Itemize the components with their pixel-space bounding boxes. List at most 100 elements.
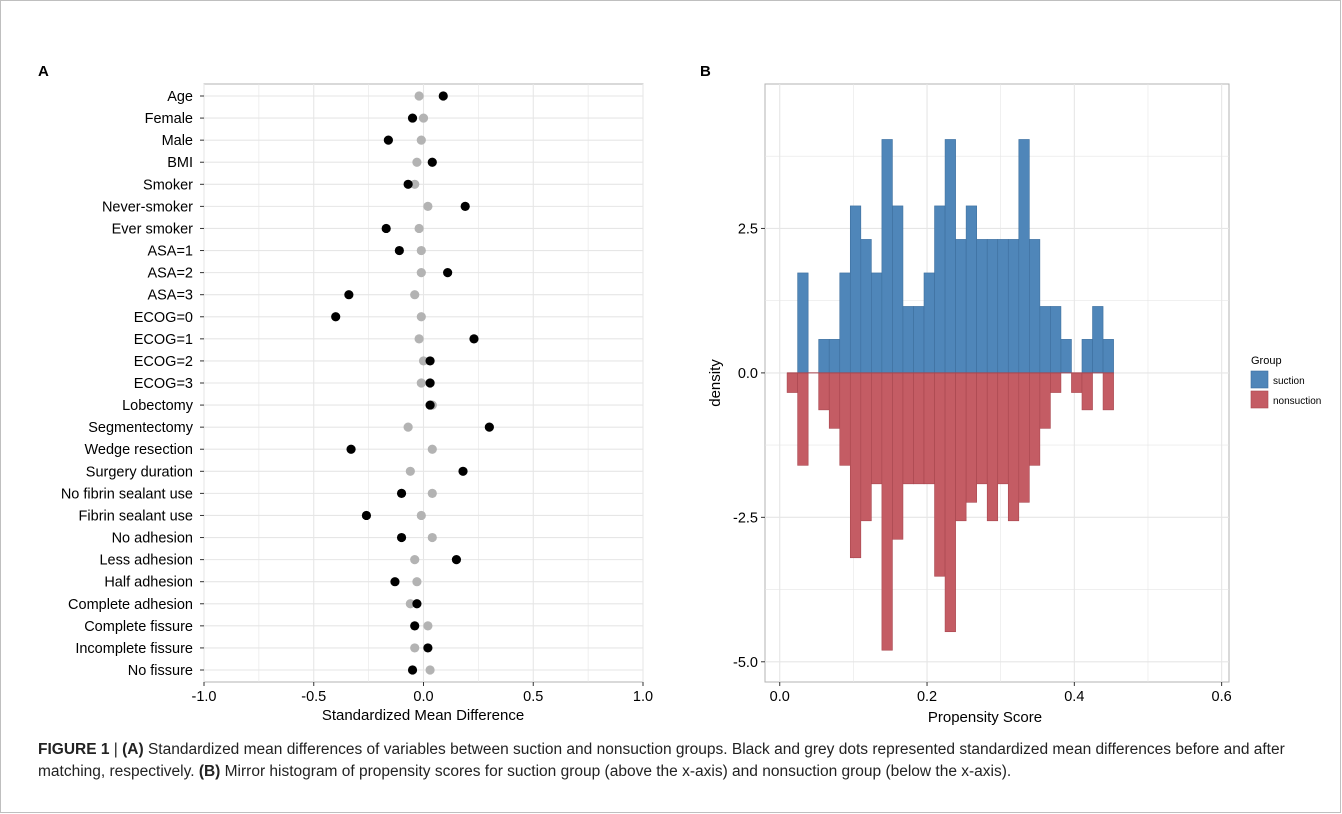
x-tick-label: 0.2: [917, 689, 937, 705]
point-before-matching: [344, 290, 354, 300]
y-tick-label: Smoker: [143, 177, 193, 193]
y-tick-label: No fibrin sealant use: [61, 486, 193, 502]
x-tick-label: 0.0: [413, 689, 433, 705]
panel-b-label: B: [700, 63, 711, 80]
bar-suction: [839, 272, 851, 374]
bar-nonsuction: [913, 372, 925, 485]
bar-suction: [976, 239, 988, 374]
y-tick-label: Male: [162, 133, 193, 149]
bar-nonsuction: [1050, 372, 1062, 393]
y-tick-label: Half adhesion: [104, 575, 193, 591]
point-after-matching: [414, 223, 424, 234]
panel-b-y-axis-label: density: [707, 359, 724, 407]
y-tick-label: ASA=2: [147, 266, 193, 282]
point-before-matching: [469, 334, 479, 344]
point-before-matching: [361, 510, 372, 521]
panel-a-x-axis-label: Standardized Mean Difference: [322, 707, 524, 724]
y-tick-label: Never-smoker: [102, 199, 193, 215]
point-after-matching: [410, 179, 420, 189]
legend-label-suction: suction: [1273, 376, 1305, 387]
point-after-matching: [416, 378, 426, 388]
point-before-matching: [451, 555, 462, 565]
point-before-matching: [425, 400, 435, 410]
bar-suction: [913, 306, 925, 374]
bar-nonsuction: [828, 372, 841, 429]
point-before-matching: [396, 488, 407, 498]
point-before-matching: [484, 422, 494, 432]
bar-nonsuction: [860, 372, 872, 522]
before-matching-points: [331, 91, 494, 675]
bar-nonsuction: [986, 372, 999, 522]
y-tick-label: ASA=3: [147, 288, 193, 304]
x-tick-label: -1.0: [192, 689, 217, 705]
caption-b-label: (B): [198, 763, 221, 780]
bar-suction: [1102, 339, 1114, 374]
panel-a-label: A: [38, 63, 49, 80]
x-tick-label: -0.5: [301, 689, 326, 705]
y-tick-label: ECOG=0: [134, 310, 193, 326]
y-tick-label: Lobectomy: [122, 398, 194, 414]
point-after-matching: [412, 157, 422, 167]
y-tick-label: ECOG=2: [134, 354, 193, 370]
y-tick-label: -2.5: [733, 510, 758, 526]
y-tick-label: Surgery duration: [86, 464, 193, 480]
panel-a: A Age Female Male BMI Smoker Never-smoker Ever…: [38, 63, 653, 724]
bar-suction: [1018, 139, 1030, 374]
panel-a-y-tick-labels: Age Female Male BMI Smoker Never-smoker Ever s…: [61, 89, 204, 679]
caption-a-label: (A): [122, 741, 144, 758]
bar-nonsuction: [923, 372, 935, 485]
point-before-matching: [407, 113, 418, 123]
point-after-matching: [423, 621, 433, 631]
point-before-matching: [390, 577, 400, 587]
panel-b: B 0.0 0.2 0.4 0.6 -5.0 -2.5 0.0 2.5 Propensity …: [700, 63, 1321, 726]
y-tick-label: Segmentectomy: [88, 420, 194, 436]
point-before-matching: [438, 91, 448, 101]
bar-suction: [1081, 339, 1093, 374]
point-before-matching: [412, 599, 422, 609]
x-tick-label: 1.0: [633, 689, 653, 705]
point-after-matching: [410, 643, 420, 653]
bar-nonsuction: [1007, 372, 1020, 522]
bar-nonsuction: [1102, 372, 1114, 411]
y-tick-label: BMI: [167, 155, 193, 171]
y-tick-label: Complete adhesion: [68, 597, 193, 613]
bar-nonsuction: [881, 372, 893, 651]
point-after-matching: [427, 532, 437, 543]
bar-suction: [902, 306, 914, 374]
point-after-matching: [414, 91, 424, 101]
point-after-matching: [427, 444, 437, 454]
bar-suction: [944, 139, 956, 374]
y-tick-label: Ever smoker: [112, 221, 194, 237]
y-tick-label: -5.0: [733, 655, 758, 671]
y-tick-label: Fibrin sealant use: [79, 508, 193, 524]
point-after-matching: [405, 599, 415, 609]
bar-nonsuction: [892, 372, 904, 540]
point-before-matching: [394, 245, 404, 256]
bar-suction: [965, 205, 977, 374]
bar-suction: [881, 139, 893, 374]
y-tick-label: No fissure: [128, 663, 193, 679]
bar-nonsuction: [818, 372, 830, 411]
x-tick-label: 0.5: [523, 689, 543, 705]
point-after-matching: [412, 577, 422, 587]
point-before-matching: [423, 643, 433, 653]
point-before-matching: [381, 223, 391, 234]
point-before-matching: [346, 444, 356, 454]
y-tick-label: Female: [145, 111, 193, 127]
legend-swatch-suction: [1250, 370, 1269, 389]
bar-nonsuction: [797, 372, 809, 466]
point-before-matching: [331, 312, 341, 322]
point-before-matching: [458, 466, 468, 476]
point-after-matching: [425, 665, 435, 675]
x-tick-label: 0.4: [1064, 689, 1084, 705]
point-after-matching: [418, 356, 429, 366]
legend-label-nonsuction: nonsuction: [1273, 396, 1321, 407]
bar-suction: [1029, 239, 1041, 374]
bar-nonsuction: [871, 372, 883, 485]
point-after-matching: [410, 290, 420, 300]
bar-nonsuction: [934, 372, 946, 577]
point-before-matching: [410, 621, 420, 631]
bar-suction: [860, 239, 872, 374]
bar-nonsuction: [997, 372, 1009, 485]
